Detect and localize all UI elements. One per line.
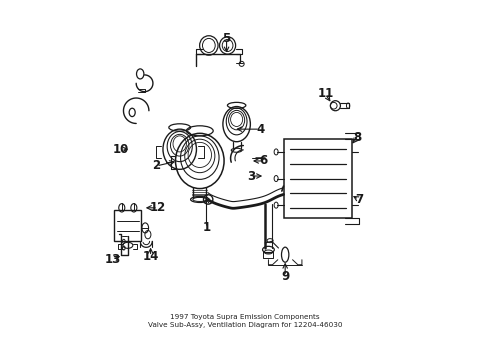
Text: 13: 13 (105, 253, 121, 266)
Text: 14: 14 (143, 250, 159, 263)
Text: 12: 12 (150, 201, 166, 214)
Text: 10: 10 (113, 143, 129, 156)
Text: 1997 Toyota Supra Emission Components
Valve Sub-Assy, Ventilation Diagram for 12: 1997 Toyota Supra Emission Components Va… (148, 314, 342, 328)
Text: 5: 5 (222, 32, 231, 45)
Bar (115, 210, 141, 241)
Text: 11: 11 (317, 87, 334, 100)
Text: 6: 6 (259, 154, 268, 167)
Text: 3: 3 (247, 170, 255, 183)
Text: 7: 7 (355, 193, 363, 206)
Text: 2: 2 (152, 159, 160, 172)
Text: 8: 8 (353, 131, 361, 144)
Bar (284, 139, 352, 218)
Text: 9: 9 (281, 270, 289, 283)
Text: 1: 1 (202, 221, 211, 234)
Text: 4: 4 (256, 123, 264, 136)
